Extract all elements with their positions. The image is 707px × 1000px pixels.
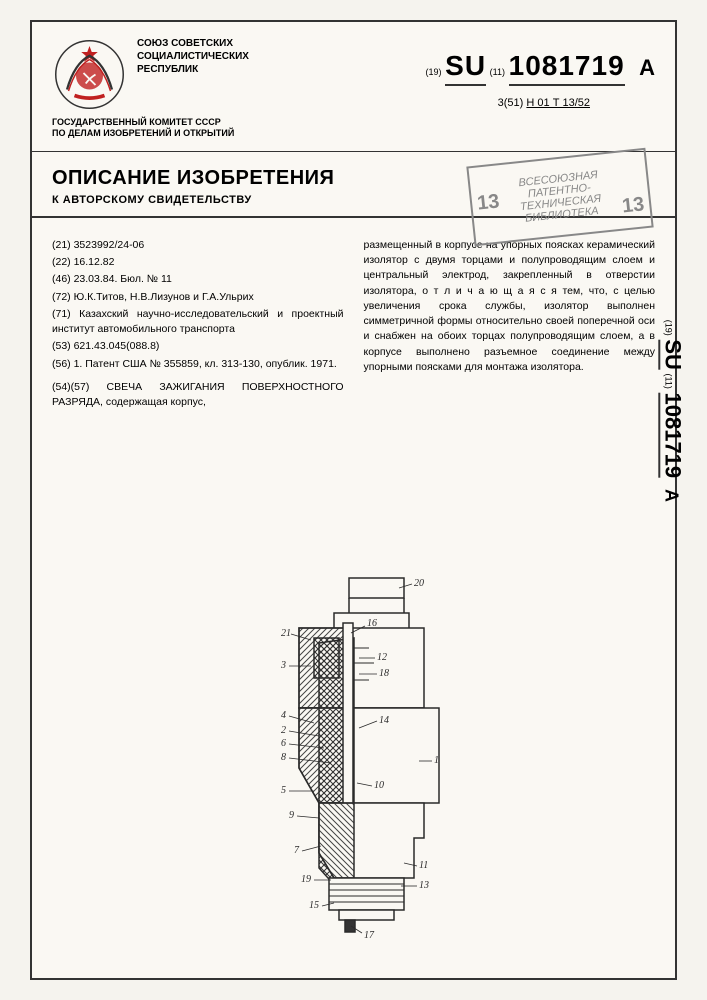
pub-country: SU bbox=[445, 50, 486, 86]
figure: 21 3 4 2 6 8 5 9 7 19 15 20 16 12 18 14 … bbox=[32, 568, 675, 948]
svg-text:18: 18 bbox=[379, 668, 389, 679]
svg-text:15: 15 bbox=[309, 900, 319, 911]
field-53: (53) 621.43.045(088.8) bbox=[52, 339, 344, 354]
svg-text:6: 6 bbox=[281, 738, 286, 749]
side-country: SU bbox=[658, 339, 685, 370]
stamp-number: 13 bbox=[476, 190, 501, 215]
svg-text:7: 7 bbox=[294, 845, 300, 856]
svg-text:3: 3 bbox=[280, 660, 286, 671]
publication-code: (19) SU (11) 1081719 A bbox=[426, 50, 656, 86]
field-71: (71) Казахский научно-исследовательский … bbox=[52, 307, 344, 337]
ussr-emblem-icon bbox=[52, 37, 127, 112]
svg-text:1: 1 bbox=[434, 755, 439, 766]
union-line: СОЮЗ СОВЕТСКИХ bbox=[137, 37, 249, 50]
svg-text:17: 17 bbox=[364, 930, 375, 941]
abstract-text: размещенный в корпусе на упорных поясках… bbox=[364, 238, 656, 375]
svg-text:12: 12 bbox=[377, 652, 387, 663]
svg-text:11: 11 bbox=[419, 860, 428, 871]
right-column: размещенный в корпусе на упорных поясках… bbox=[364, 238, 656, 412]
side-prefix: (19) bbox=[663, 320, 673, 336]
field-46: (46) 23.03.84. Бюл. № 11 bbox=[52, 272, 344, 287]
stamp-number: 13 bbox=[621, 193, 646, 218]
field-21: (21) 3523992/24-06 bbox=[52, 238, 344, 253]
svg-text:4: 4 bbox=[281, 710, 286, 721]
svg-text:13: 13 bbox=[419, 880, 429, 891]
spark-plug-diagram-icon: 21 3 4 2 6 8 5 9 7 19 15 20 16 12 18 14 … bbox=[219, 568, 489, 948]
class-prefix: 3(51) bbox=[498, 97, 524, 109]
union-line: РЕСПУБЛИК bbox=[137, 63, 249, 76]
svg-text:2: 2 bbox=[281, 725, 286, 736]
pub-prefix: (19) bbox=[426, 67, 442, 77]
svg-text:5: 5 bbox=[281, 785, 286, 796]
union-text: СОЮЗ СОВЕТСКИХ СОЦИАЛИСТИЧЕСКИХ РЕСПУБЛИ… bbox=[137, 37, 249, 76]
svg-text:8: 8 bbox=[281, 752, 286, 763]
committee-line: ГОСУДАРСТВЕННЫЙ КОМИТЕТ СССР bbox=[52, 117, 234, 128]
classification: 3(51) Н 01 Т 13/52 bbox=[498, 97, 590, 109]
svg-text:21: 21 bbox=[281, 628, 291, 639]
committee-text: ГОСУДАРСТВЕННЫЙ КОМИТЕТ СССР ПО ДЕЛАМ ИЗ… bbox=[52, 117, 234, 139]
side-kind: (11) bbox=[663, 374, 673, 389]
svg-text:20: 20 bbox=[414, 578, 424, 589]
class-value: Н 01 Т 13/52 bbox=[526, 97, 590, 109]
svg-text:19: 19 bbox=[301, 874, 311, 885]
body-columns: (21) 3523992/24-06 (22) 16.12.82 (46) 23… bbox=[32, 218, 675, 422]
side-number: 1081719 bbox=[658, 393, 685, 479]
pub-kind: (11) bbox=[490, 67, 505, 77]
pub-number: 1081719 bbox=[509, 50, 625, 86]
field-72: (72) Ю.К.Титов, Н.В.Лизунов и Г.А.Ульрих bbox=[52, 290, 344, 305]
pub-suffix: A bbox=[639, 55, 655, 80]
field-56: (56) 1. Патент США № 355859, кл. 313-130… bbox=[52, 357, 344, 372]
svg-text:10: 10 bbox=[374, 780, 384, 791]
svg-text:16: 16 bbox=[367, 618, 377, 629]
header: СОЮЗ СОВЕТСКИХ СОЦИАЛИСТИЧЕСКИХ РЕСПУБЛИ… bbox=[32, 22, 675, 152]
union-line: СОЦИАЛИСТИЧЕСКИХ bbox=[137, 50, 249, 63]
left-column: (21) 3523992/24-06 (22) 16.12.82 (46) 23… bbox=[52, 238, 344, 412]
field-22: (22) 16.12.82 bbox=[52, 255, 344, 270]
side-suffix: A bbox=[661, 489, 681, 502]
svg-text:14: 14 bbox=[379, 715, 389, 726]
page-frame: СОЮЗ СОВЕТСКИХ СОЦИАЛИСТИЧЕСКИХ РЕСПУБЛИ… bbox=[30, 20, 677, 980]
svg-text:9: 9 bbox=[289, 810, 294, 821]
side-publication-code: (19) SU (11) 1081719 A bbox=[659, 320, 685, 502]
committee-line: ПО ДЕЛАМ ИЗОБРЕТЕНИЙ И ОТКРЫТИЙ bbox=[52, 128, 234, 139]
field-54: (54)(57) СВЕЧА ЗАЖИГАНИЯ ПОВЕРХНОСТНОГО … bbox=[52, 380, 344, 410]
